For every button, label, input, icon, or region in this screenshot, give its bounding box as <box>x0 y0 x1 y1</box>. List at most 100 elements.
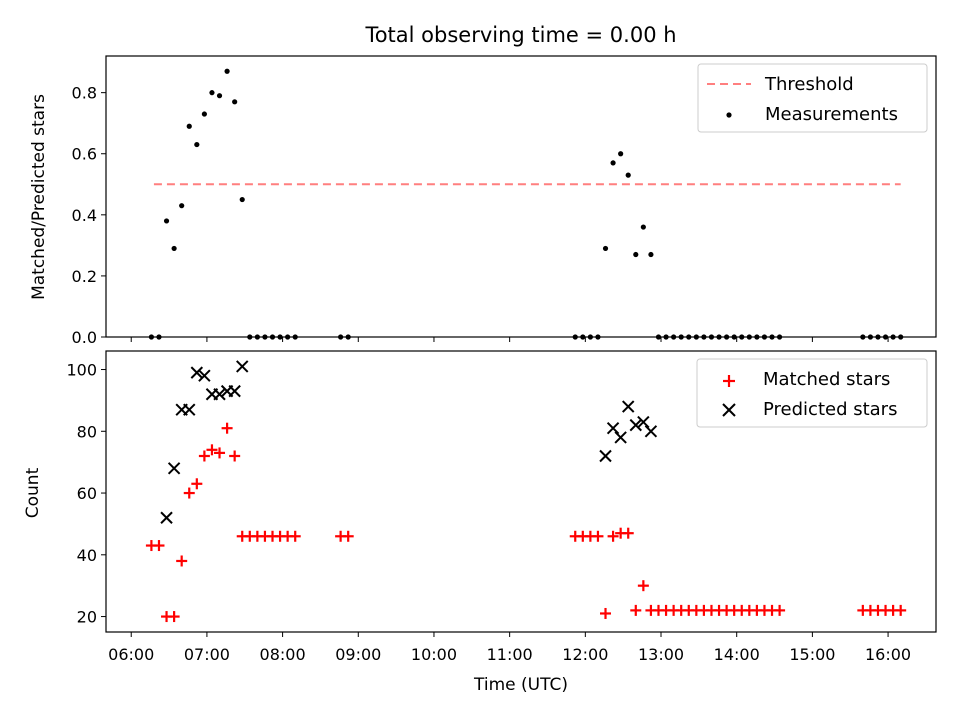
measurement-point <box>171 245 177 252</box>
measurement-point <box>640 224 646 230</box>
matched-star-point <box>183 487 195 499</box>
matched-star-point <box>153 540 165 552</box>
x-axis-label: Time (UTC) <box>473 675 568 695</box>
bottom-x-tick-label: 07:00 <box>184 645 230 664</box>
bottom-axes-frame <box>105 350 937 633</box>
matched-star-point <box>206 444 218 456</box>
top-y-tick-label: 0.8 <box>72 84 97 103</box>
predicted-star-point <box>213 388 226 401</box>
bottom-y-ticks: 20 40 60 80 100 <box>66 361 106 627</box>
legend-predicted-marker <box>722 403 736 417</box>
top-panel: 0.00.20.40.60.8 Matched/Predicted stars … <box>29 55 937 347</box>
measurement-point <box>201 111 207 117</box>
top-x-ticks <box>130 337 889 342</box>
bottom-x-tick-label: 14:00 <box>714 645 760 664</box>
legend-measurements-marker <box>726 112 732 118</box>
predicted-star-point <box>228 384 241 398</box>
bottom-x-tick-label: 13:00 <box>638 645 684 664</box>
predicted-star-point <box>167 462 181 475</box>
bottom-legend-box <box>696 358 928 428</box>
matched-star-point <box>168 611 180 623</box>
measurement-point <box>610 160 616 166</box>
predicted-star-point <box>606 421 620 435</box>
matched-star-point <box>342 530 354 542</box>
legend-matched-marker <box>723 375 735 387</box>
measurement-point <box>239 196 245 203</box>
bottom-y-tick-label: 60 <box>77 484 97 503</box>
predicted-star-point <box>190 366 204 379</box>
top-y-axis-label: Matched/Predicted stars <box>29 94 49 300</box>
bottom-x-tick-label: 11:00 <box>487 645 533 664</box>
predicted-star-point <box>198 369 211 382</box>
matched-star-point <box>221 422 233 434</box>
bottom-x-tick-label: 09:00 <box>335 645 381 664</box>
bottom-panel: 20 40 60 80 100 06:00 07:00 08:00 09:00 10:00 11:… <box>23 350 937 695</box>
top-axes-frame <box>105 55 937 338</box>
measurement-point <box>216 93 223 99</box>
measurement-point <box>625 172 631 178</box>
predicted-star-point <box>629 418 642 432</box>
matched-stars-series <box>145 422 907 623</box>
bottom-x-tick-label: 10:00 <box>411 645 457 664</box>
matched-star-point <box>630 604 642 616</box>
measurement-point <box>618 151 624 157</box>
bottom-y-axis-label: Count <box>23 467 43 518</box>
matched-star-point <box>637 580 649 592</box>
legend-matched-label: Matched stars <box>763 369 890 390</box>
matched-star-point <box>600 607 612 619</box>
bottom-legend: Matched stars Predicted stars <box>696 358 928 428</box>
predicted-star-point <box>644 425 658 438</box>
matched-star-point <box>214 447 226 459</box>
legend-predicted-label: Predicted stars <box>763 399 897 420</box>
measurement-point <box>224 68 230 74</box>
bottom-x-tick-label: 06:00 <box>108 645 154 664</box>
legend-measurements-label: Measurements <box>765 104 898 125</box>
measurement-point <box>633 251 639 258</box>
legend-threshold-label: Threshold <box>764 74 854 95</box>
matched-star-point <box>198 450 210 462</box>
matched-star-point <box>176 555 188 567</box>
predicted-star-point <box>637 415 650 429</box>
top-legend-box <box>697 63 928 133</box>
measurement-point <box>179 203 185 209</box>
predicted-star-point <box>614 431 627 444</box>
bottom-x-ticks: 06:00 07:00 08:00 09:00 10:00 11:00 12:00 13:00… <box>108 632 911 664</box>
matched-star-point <box>622 527 634 539</box>
bottom-y-tick-label: 20 <box>77 608 97 627</box>
measurement-point <box>648 251 654 258</box>
bottom-x-tick-label: 16:00 <box>865 645 911 664</box>
top-y-tick-label: 0.2 <box>72 267 97 286</box>
bottom-y-tick-label: 80 <box>77 422 97 441</box>
bottom-y-tick-label: 100 <box>66 361 97 380</box>
bottom-x-tick-label: 12:00 <box>562 645 608 664</box>
predicted-star-point <box>622 400 635 413</box>
measurement-point <box>194 141 200 148</box>
predicted-stars-series <box>160 360 658 524</box>
matched-star-point <box>895 604 907 616</box>
bottom-y-tick-label: 40 <box>77 546 97 565</box>
top-y-tick-label: 0.6 <box>72 145 97 164</box>
measurement-point <box>163 218 170 224</box>
measurement-point <box>232 99 238 105</box>
matched-star-point <box>289 530 301 542</box>
bottom-x-tick-label: 15:00 <box>789 645 835 664</box>
predicted-star-point <box>599 449 612 463</box>
matched-star-point <box>607 530 619 542</box>
bottom-x-tick-label: 08:00 <box>260 645 306 664</box>
top-y-ticks: 0.0 0.2 0.4 0.6 0.8 <box>72 84 106 347</box>
measurement-point <box>209 90 215 96</box>
top-legend: Threshold Measurements <box>697 63 928 133</box>
top-y-tick-label: 0.0 <box>72 328 97 347</box>
matched-star-point <box>191 478 203 490</box>
top-y-tick-label: 0.4 <box>72 206 97 225</box>
matched-star-point <box>592 530 604 542</box>
matched-star-point <box>774 604 786 616</box>
predicted-star-point <box>160 511 173 524</box>
predicted-star-point <box>236 360 249 373</box>
predicted-star-point <box>183 403 196 416</box>
measurement-point <box>186 123 192 129</box>
matched-star-point <box>229 450 241 462</box>
measurement-point <box>602 245 609 252</box>
chart-title: Total observing time = 0.00 h <box>364 23 676 47</box>
